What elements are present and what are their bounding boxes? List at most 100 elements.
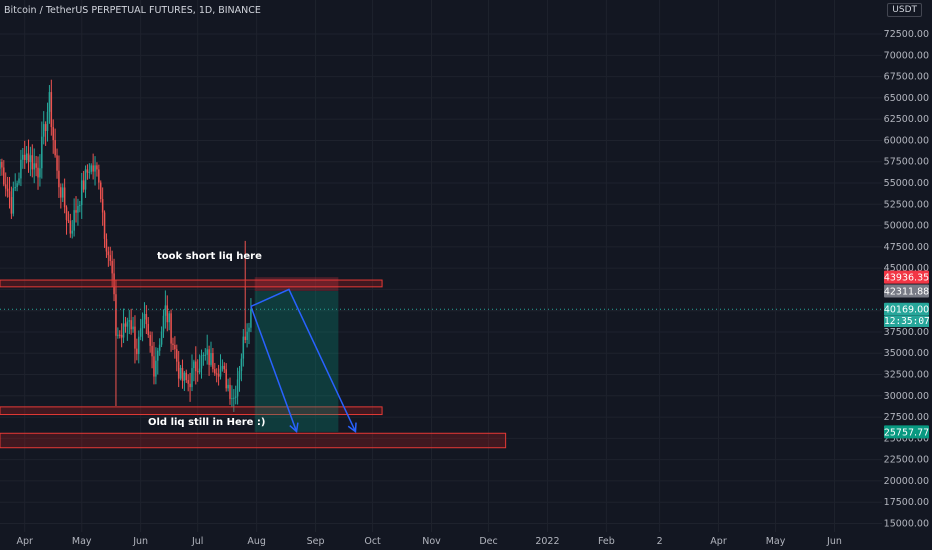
x-tick-label: Sep	[307, 536, 325, 547]
arrow-head	[289, 422, 299, 434]
candle-body	[44, 124, 47, 131]
candle-body	[1, 161, 3, 168]
y-tick-label: 20000.00	[884, 476, 929, 487]
candle-body	[183, 372, 186, 381]
annotation-short-liq: took short liq here	[157, 251, 262, 262]
liquidity-zone	[0, 406, 383, 416]
candle-body	[107, 251, 110, 256]
candle-body	[119, 334, 121, 336]
candle-body	[185, 372, 188, 381]
liquidity-zone	[0, 432, 507, 449]
x-tick-label: Feb	[598, 536, 615, 547]
candle-body	[37, 167, 39, 178]
candle-body	[139, 328, 142, 337]
candle-body	[88, 171, 91, 173]
candle-body	[210, 353, 212, 365]
price-label-bg	[884, 270, 929, 284]
y-tick-label: 65000.00	[884, 93, 929, 104]
candle-body	[191, 368, 193, 388]
y-tick-label: 15000.00	[884, 518, 929, 529]
candle-body	[177, 361, 180, 379]
candle-body	[229, 384, 231, 399]
candle-body	[67, 219, 70, 221]
candle-body	[153, 356, 155, 377]
liquidity-zone	[0, 279, 383, 288]
candle-body	[145, 314, 148, 324]
candle-body	[10, 197, 13, 214]
y-tick-label: 55000.00	[884, 178, 929, 189]
price-label: 43936.35	[884, 273, 929, 284]
candle-body	[143, 314, 146, 320]
y-tick-label: 50000.00	[884, 221, 929, 232]
candle-body	[200, 355, 203, 369]
symbol-title: Bitcoin / TetherUS PERPETUAL FUTURES, 1D…	[4, 5, 261, 16]
y-tick-label: 67500.00	[884, 72, 929, 83]
candle-body	[130, 320, 132, 330]
candle-body	[54, 140, 56, 156]
candle-body	[204, 354, 207, 356]
candle-body	[132, 326, 134, 330]
x-tick-label: Apr	[710, 536, 727, 547]
candle-body	[103, 212, 106, 239]
position-stop-area	[254, 277, 339, 292]
candle-body	[136, 348, 138, 355]
candle-body	[115, 294, 117, 336]
x-tick-label: 2022	[535, 536, 559, 547]
y-tick-label: 72500.00	[884, 29, 929, 40]
candle-body	[166, 305, 169, 323]
candle-body	[73, 210, 75, 231]
candle-body	[215, 373, 218, 375]
candle-body	[233, 397, 235, 399]
candle-body	[77, 205, 79, 213]
currency-badge[interactable]: USDT	[887, 3, 922, 17]
candle-body	[31, 155, 34, 170]
x-tick-label: Jun	[826, 536, 842, 547]
candle-body	[58, 170, 60, 188]
candle-body	[138, 336, 140, 355]
candle-body	[193, 361, 195, 369]
x-tick-label: May	[72, 536, 92, 547]
candle-body	[189, 383, 191, 388]
candle-body	[3, 167, 5, 185]
x-tick-label: Jun	[132, 536, 148, 547]
candle-body	[94, 165, 96, 172]
candle-body	[231, 398, 233, 400]
position-target-area	[254, 291, 339, 432]
x-tick-label: Oct	[364, 536, 381, 547]
candle-body	[162, 315, 165, 332]
candle-body	[240, 358, 243, 372]
candle-body	[151, 345, 153, 357]
candle-body	[29, 155, 32, 163]
candle-body	[14, 186, 16, 189]
candle-body	[50, 92, 53, 128]
projection-arrow	[250, 288, 357, 432]
candle-body	[52, 127, 54, 141]
candle-body	[0, 161, 1, 169]
candle-body	[181, 367, 184, 381]
candle-body	[22, 154, 24, 160]
candle-body	[90, 165, 92, 172]
candle-body	[225, 369, 227, 389]
x-tick-label: Dec	[479, 536, 497, 547]
candle-body	[176, 349, 178, 362]
y-tick-label: 47500.00	[884, 242, 929, 253]
y-tick-label: 57500.00	[884, 157, 929, 168]
y-tick-label: 27500.00	[884, 412, 929, 423]
candle-body	[8, 191, 11, 198]
candle-body	[134, 326, 136, 349]
candle-body	[172, 343, 174, 346]
candle-body	[120, 334, 123, 338]
candle-body	[244, 336, 246, 341]
candle-body	[79, 205, 81, 207]
candle-body	[223, 365, 226, 370]
candle-body	[149, 335, 151, 346]
candle-body	[111, 260, 113, 274]
candle-body	[124, 323, 127, 327]
candle-body	[208, 349, 210, 365]
candle-body	[42, 124, 45, 137]
y-tick-label: 22500.00	[884, 455, 929, 466]
candle-body	[219, 368, 222, 377]
candle-body	[33, 163, 35, 170]
